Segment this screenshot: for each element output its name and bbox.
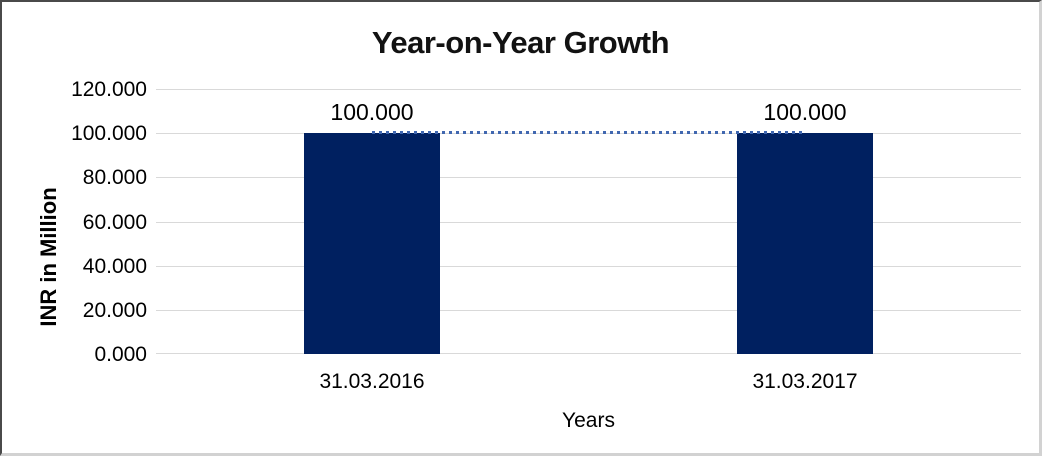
y-tick-label: 120.000	[71, 78, 147, 101]
x-axis-title: Years	[562, 409, 615, 432]
y-tick-label: 0.000	[94, 343, 147, 366]
x-category-label: 31.03.2016	[319, 370, 425, 393]
gridline	[156, 177, 1021, 178]
plot-area: 100.000 100.000	[156, 89, 1021, 354]
series-connector-line	[372, 131, 805, 134]
y-tick-label: 100.000	[71, 122, 147, 145]
x-axis-category-labels: 31.03.2016 31.03.2017	[2, 371, 1039, 395]
gridline	[156, 89, 1021, 90]
chart-title: Year-on-Year Growth	[371, 25, 670, 60]
y-tick-label: 40.000	[82, 255, 147, 278]
gridline	[156, 353, 1021, 354]
data-label: 100.000	[330, 99, 414, 125]
x-category-label: 31.03.2017	[752, 370, 858, 393]
bar-31.03.2017	[737, 133, 873, 354]
y-tick-label: 60.000	[82, 211, 147, 234]
data-label: 100.000	[763, 99, 847, 125]
gridline	[156, 266, 1021, 267]
y-tick-label: 80.000	[82, 166, 147, 189]
gridline	[156, 222, 1021, 223]
gridline	[156, 310, 1021, 311]
y-axis-tick-labels: 0.000 20.000 40.000 60.000 80.000 100.000 120.…	[2, 2, 147, 453]
bar-31.03.2016	[304, 133, 440, 354]
y-tick-label: 20.000	[82, 299, 147, 322]
